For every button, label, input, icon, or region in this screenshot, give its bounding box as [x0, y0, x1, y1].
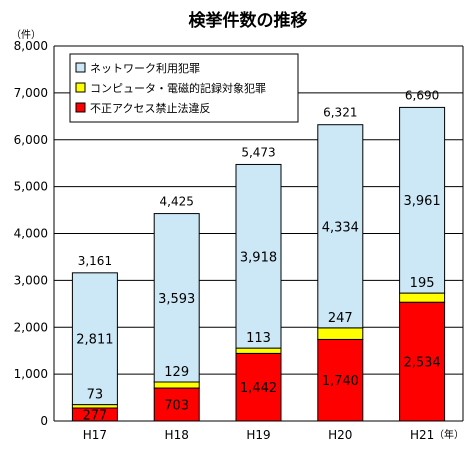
total-value-label: 4,425: [160, 195, 194, 209]
segment-value-label: 4,334: [322, 220, 359, 235]
bar-segment: [399, 106, 446, 294]
legend-label: ネットワーク利用犯罪: [90, 62, 200, 75]
total-value-label: 5,473: [241, 145, 275, 159]
y-tick-label: 0: [40, 414, 48, 428]
total-value-label: 3,161: [78, 254, 112, 268]
legend-swatch: [75, 82, 86, 93]
total-value-label: 6,690: [405, 88, 439, 102]
x-category-label: H21: [410, 428, 434, 442]
segment-value-label: 277: [82, 409, 107, 424]
x-category-label: H17: [83, 428, 107, 442]
y-tick-label: 7,000: [14, 86, 48, 100]
data-labels: 277 73 2,811 3,161 703 129 3,593 4,425 1,442 113 3…: [76, 88, 440, 423]
segment-value-label: 2,811: [76, 333, 113, 348]
x-category-label: H18: [165, 428, 189, 442]
bar-segment: [317, 124, 364, 329]
segment-value-label: 2,534: [403, 356, 440, 371]
x-category-label: H19: [246, 428, 270, 442]
segment-value-label: 129: [164, 365, 189, 380]
x-category-label: H20: [328, 428, 352, 442]
legend-box: [69, 53, 299, 123]
segment-value-label: 195: [410, 276, 435, 291]
segment-value-label: 703: [164, 399, 189, 414]
y-tick-label: 3,000: [14, 273, 48, 287]
bar-segment: [153, 381, 200, 389]
y-tick-label: 4,000: [14, 227, 48, 241]
segment-value-label: 1,740: [322, 374, 359, 389]
y-tick-label: 6,000: [14, 133, 48, 147]
segment-value-label: 3,593: [158, 292, 195, 307]
chart-title: 検挙件数の推移: [189, 10, 308, 31]
segment-value-label: 73: [87, 388, 104, 403]
legend-swatch: [75, 102, 86, 113]
y-tick-label: 1,000: [14, 367, 48, 381]
bar-segment: [235, 347, 282, 354]
bar-segment: [153, 213, 200, 383]
bar-segment: [317, 338, 364, 422]
axes: 0 1,000 2,000 3,000 4,000 5,000 6,000 7,000 8,00…: [14, 39, 464, 442]
bar-segment: [71, 272, 118, 406]
y-tick-label: 8,000: [14, 39, 48, 53]
segment-value-label: 3,961: [403, 194, 440, 209]
bar-segment: [71, 404, 118, 409]
bar-segment: [235, 163, 282, 349]
bar-segment: [399, 292, 446, 303]
segment-value-label: 3,918: [240, 250, 277, 265]
segment-value-label: 1,442: [240, 381, 277, 396]
y-axis-unit: （件）: [11, 29, 41, 41]
bar-segment: [235, 352, 282, 422]
bar-segment: [399, 301, 446, 422]
legend-label: コンピュータ・電磁的記録対象犯罪: [90, 81, 266, 95]
segment-value-label: 247: [328, 311, 353, 326]
y-tick-label: 5,000: [14, 180, 48, 194]
x-axis-unit: （年）: [434, 428, 464, 441]
bar-segment: [317, 327, 364, 340]
y-tick-label: 2,000: [14, 320, 48, 334]
segment-value-label: 113: [246, 331, 271, 346]
legend-label: 不正アクセス禁止法違反: [90, 101, 210, 115]
legend-swatch: [75, 62, 86, 73]
total-value-label: 6,321: [323, 106, 357, 120]
